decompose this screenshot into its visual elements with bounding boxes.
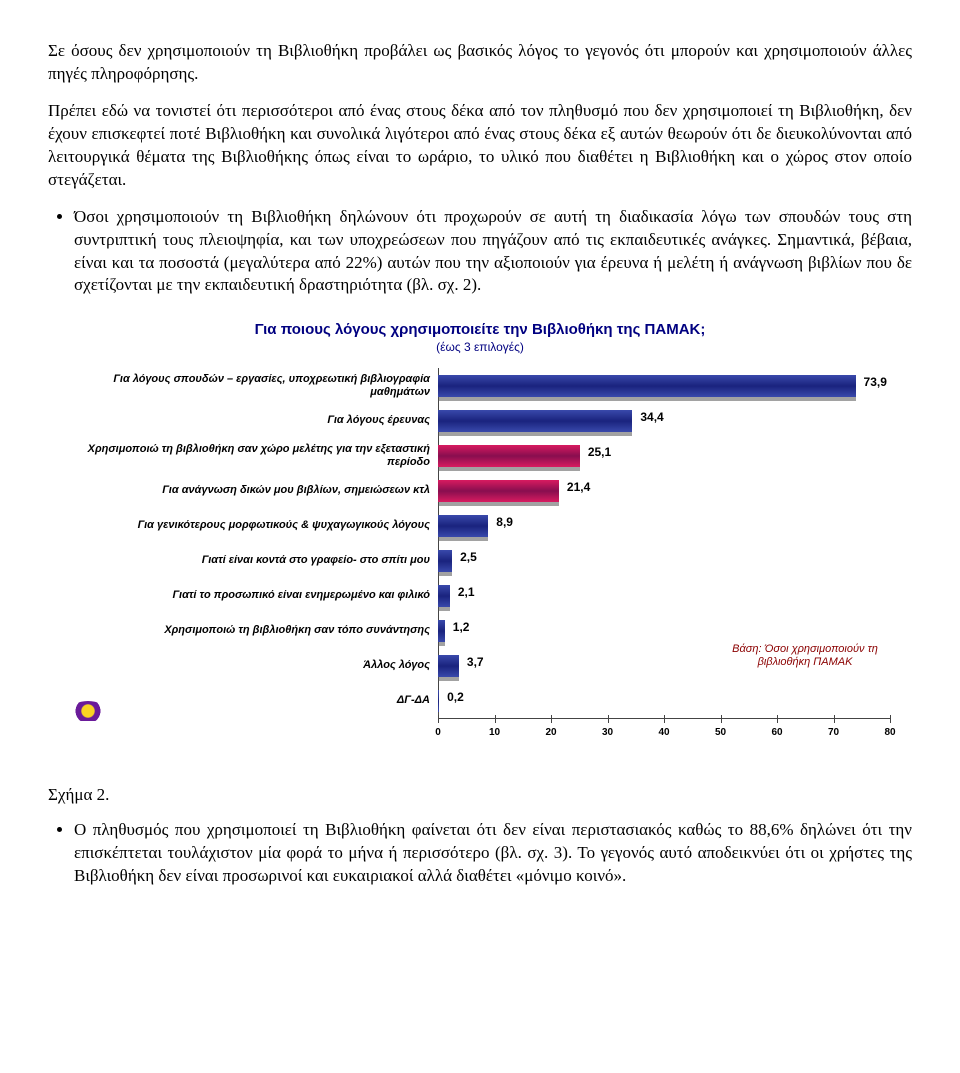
chart-row: Γιατί είναι κοντά στο γραφείο- στο σπίτι…	[70, 543, 890, 578]
chart-bar-value: 2,5	[460, 550, 477, 564]
bullet-2: Ο πληθυσμός που χρησιμοποιεί τη Βιβλιοθή…	[74, 819, 912, 888]
chart-row-label: Για λόγους σπουδών – εργασίες, υποχρεωτι…	[70, 373, 438, 399]
chart-tick-label: 30	[602, 727, 613, 738]
chart-tick-label: 0	[435, 727, 441, 738]
chart-tick-label: 70	[828, 727, 839, 738]
chart-bar	[438, 690, 439, 712]
chart-bar-track: 1,2	[438, 616, 890, 646]
chart-row: Για γενικότερους μορφωτικούς & ψυχαγωγικ…	[70, 508, 890, 543]
chart-tick	[834, 715, 835, 723]
chart-bar-track: 25,1	[438, 441, 890, 471]
chart-tick	[438, 715, 439, 723]
bullet-list-1: Όσοι χρησιμοποιούν τη Βιβλιοθήκη δηλώνου…	[48, 206, 912, 298]
chart-row-label: Άλλος λόγος	[70, 659, 438, 672]
chart-bar-value: 34,4	[640, 410, 663, 424]
chart-container: Για ποιους λόγους χρησιμοποιείτε την Βιβ…	[70, 321, 890, 749]
logo-icon	[70, 701, 106, 721]
chart-tick-label: 20	[545, 727, 556, 738]
chart-row: Γιατί το προσωπικό είναι ενημερωμένο και…	[70, 578, 890, 613]
chart-bar-value: 73,9	[864, 375, 887, 389]
chart-bar-track: 2,1	[438, 581, 890, 611]
chart-tick	[551, 715, 552, 723]
chart-bar	[438, 620, 445, 642]
chart-bar-value: 2,1	[458, 585, 475, 599]
chart-tick-label: 10	[489, 727, 500, 738]
chart-base-note: Βάση: Όσοι χρησιμοποιούν τη βιβλιοθήκη Π…	[730, 643, 880, 669]
chart-row-label: Χρησιμοποιώ τη βιβλιοθήκη σαν τόπο συνάν…	[70, 624, 438, 637]
chart-bar	[438, 655, 459, 677]
chart-title: Για ποιους λόγους χρησιμοποιείτε την Βιβ…	[70, 321, 890, 338]
chart-tick-label: 60	[771, 727, 782, 738]
chart-bar-value: 25,1	[588, 445, 611, 459]
chart-bar	[438, 515, 488, 537]
chart-bar-value: 21,4	[567, 480, 590, 494]
chart-bar-track: 2,5	[438, 546, 890, 576]
chart-row: Χρησιμοποιώ τη βιβλιοθήκη σαν χώρο μελέτ…	[70, 438, 890, 473]
chart-tick-label: 80	[884, 727, 895, 738]
chart-tick-label: 50	[715, 727, 726, 738]
chart-row: Για ανάγνωση δικών μου βιβλίων, σημειώσε…	[70, 473, 890, 508]
chart-bar	[438, 445, 580, 467]
chart-row: Για λόγους έρευνας 34,4	[70, 403, 890, 438]
chart-bar	[438, 375, 856, 397]
para-1: Σε όσους δεν χρησιμοποιούν τη Βιβλιοθήκη…	[48, 40, 912, 86]
figure-label: Σχήμα 2.	[48, 785, 912, 805]
chart-bar	[438, 550, 452, 572]
chart-row-label: Για ανάγνωση δικών μου βιβλίων, σημειώσε…	[70, 484, 438, 497]
chart-tick-label: 40	[658, 727, 669, 738]
chart-row-label: Για λόγους έρευνας	[70, 414, 438, 427]
chart-bar-track: 73,9	[438, 371, 890, 401]
chart-bar-track: 34,4	[438, 406, 890, 436]
chart-tick	[777, 715, 778, 723]
chart-bar-value: 0,2	[447, 690, 464, 704]
chart-row-label: ΔΓ-ΔΑ	[70, 694, 438, 707]
chart-row-label: Γιατί το προσωπικό είναι ενημερωμένο και…	[70, 589, 438, 602]
chart-bar	[438, 585, 450, 607]
chart-subtitle: (έως 3 επιλογές)	[70, 340, 890, 354]
chart-bar-value: 3,7	[467, 655, 484, 669]
chart-x-axis: 01020304050607080	[70, 718, 890, 749]
chart-row-label: Για γενικότερους μορφωτικούς & ψυχαγωγικ…	[70, 519, 438, 532]
chart-tick	[608, 715, 609, 723]
chart-row-label: Γιατί είναι κοντά στο γραφείο- στο σπίτι…	[70, 554, 438, 567]
chart-bar-value: 8,9	[496, 515, 513, 529]
chart-tick	[890, 715, 891, 723]
chart-body: Για λόγους σπουδών – εργασίες, υποχρεωτι…	[70, 368, 890, 749]
para-2: Πρέπει εδώ να τονιστεί ότι περισσότεροι …	[48, 100, 912, 192]
chart-bar-track: 8,9	[438, 511, 890, 541]
chart-tick	[664, 715, 665, 723]
chart-row: ΔΓ-ΔΑ 0,2	[70, 683, 890, 718]
chart-bar	[438, 480, 559, 502]
chart-tick	[495, 715, 496, 723]
chart-bar-track: 0,2	[438, 686, 890, 716]
chart-row-label: Χρησιμοποιώ τη βιβλιοθήκη σαν χώρο μελέτ…	[70, 443, 438, 469]
chart-bar-track: 21,4	[438, 476, 890, 506]
bullet-1: Όσοι χρησιμοποιούν τη Βιβλιοθήκη δηλώνου…	[74, 206, 912, 298]
chart-tick	[721, 715, 722, 723]
chart-row: Για λόγους σπουδών – εργασίες, υποχρεωτι…	[70, 368, 890, 403]
chart-bar-value: 1,2	[453, 620, 470, 634]
bullet-list-2: Ο πληθυσμός που χρησιμοποιεί τη Βιβλιοθή…	[48, 819, 912, 888]
chart-bar	[438, 410, 632, 432]
